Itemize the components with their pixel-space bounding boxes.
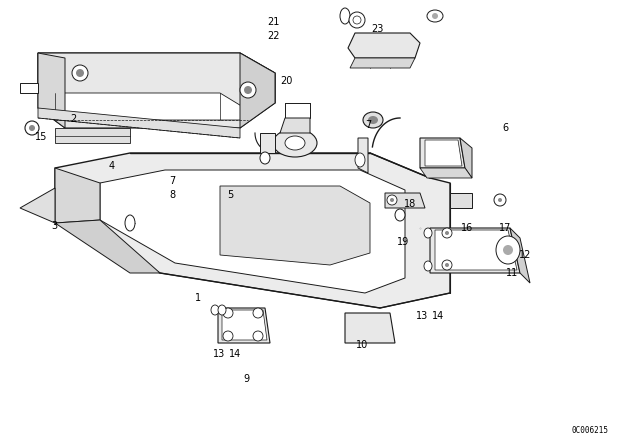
Polygon shape	[280, 118, 310, 133]
Text: 10: 10	[355, 340, 368, 350]
Polygon shape	[420, 138, 465, 168]
Ellipse shape	[442, 228, 452, 238]
Polygon shape	[38, 53, 65, 128]
Ellipse shape	[494, 194, 506, 206]
Polygon shape	[20, 83, 38, 93]
Text: 9: 9	[243, 374, 250, 383]
Text: 8: 8	[170, 190, 176, 200]
Polygon shape	[218, 308, 270, 343]
Polygon shape	[450, 193, 472, 208]
Polygon shape	[510, 228, 530, 283]
Text: 1: 1	[195, 293, 202, 303]
Ellipse shape	[29, 125, 35, 131]
Polygon shape	[260, 133, 275, 153]
Text: 11: 11	[506, 268, 518, 278]
Ellipse shape	[218, 305, 226, 315]
Text: 20: 20	[280, 76, 293, 86]
Text: 6: 6	[502, 123, 509, 133]
Ellipse shape	[424, 261, 432, 271]
Ellipse shape	[355, 153, 365, 167]
Text: 7: 7	[170, 177, 176, 186]
Ellipse shape	[349, 12, 365, 28]
Ellipse shape	[253, 331, 263, 341]
Text: 3: 3	[51, 221, 58, 231]
Ellipse shape	[496, 236, 520, 264]
Ellipse shape	[432, 13, 438, 19]
Polygon shape	[55, 168, 100, 223]
Ellipse shape	[424, 228, 432, 238]
Ellipse shape	[125, 215, 135, 231]
Ellipse shape	[427, 10, 443, 22]
Ellipse shape	[442, 260, 452, 270]
Text: 14: 14	[229, 349, 242, 359]
Ellipse shape	[387, 195, 397, 205]
Polygon shape	[55, 93, 248, 120]
Polygon shape	[55, 128, 130, 143]
Ellipse shape	[498, 198, 502, 202]
Polygon shape	[38, 108, 240, 138]
Ellipse shape	[285, 136, 305, 150]
Text: 13: 13	[416, 311, 429, 321]
Text: 14: 14	[432, 311, 445, 321]
Polygon shape	[100, 170, 405, 293]
Text: 16: 16	[461, 224, 474, 233]
Ellipse shape	[390, 198, 394, 202]
Ellipse shape	[244, 86, 252, 94]
Text: 18: 18	[403, 199, 416, 209]
Text: 19: 19	[397, 237, 410, 247]
Ellipse shape	[211, 305, 219, 315]
Text: 5: 5	[227, 190, 234, 200]
Polygon shape	[435, 230, 517, 270]
Polygon shape	[38, 53, 275, 128]
Ellipse shape	[503, 245, 513, 255]
Polygon shape	[220, 186, 370, 265]
Ellipse shape	[25, 121, 39, 135]
Text: 21: 21	[268, 17, 280, 27]
Polygon shape	[460, 138, 472, 178]
Text: 17: 17	[499, 224, 512, 233]
Ellipse shape	[223, 331, 233, 341]
Polygon shape	[385, 193, 425, 208]
Polygon shape	[55, 220, 160, 273]
Text: 12: 12	[518, 250, 531, 260]
Ellipse shape	[240, 82, 256, 98]
Ellipse shape	[340, 8, 350, 24]
Text: 15: 15	[35, 132, 48, 142]
Polygon shape	[20, 188, 55, 223]
Text: 4: 4	[109, 161, 115, 171]
Polygon shape	[55, 153, 450, 308]
Polygon shape	[222, 310, 267, 340]
Ellipse shape	[273, 129, 317, 157]
Ellipse shape	[445, 231, 449, 235]
Ellipse shape	[253, 308, 263, 318]
Polygon shape	[358, 138, 368, 173]
Ellipse shape	[223, 308, 233, 318]
Ellipse shape	[363, 112, 383, 128]
Text: 23: 23	[371, 24, 384, 34]
Ellipse shape	[445, 263, 449, 267]
Text: 7: 7	[365, 121, 371, 130]
Polygon shape	[345, 313, 395, 343]
Polygon shape	[38, 53, 275, 113]
Text: 13: 13	[212, 349, 225, 359]
Ellipse shape	[368, 116, 378, 124]
Polygon shape	[240, 53, 275, 128]
Polygon shape	[425, 140, 462, 166]
Text: 2: 2	[70, 114, 77, 124]
Polygon shape	[420, 168, 472, 178]
Ellipse shape	[76, 69, 84, 77]
Polygon shape	[348, 33, 420, 58]
Polygon shape	[430, 228, 520, 273]
Ellipse shape	[395, 209, 405, 221]
Ellipse shape	[353, 16, 361, 24]
Text: 22: 22	[268, 31, 280, 41]
Polygon shape	[350, 58, 415, 68]
Ellipse shape	[72, 65, 88, 81]
Text: 0C006215: 0C006215	[572, 426, 609, 435]
Ellipse shape	[260, 152, 270, 164]
